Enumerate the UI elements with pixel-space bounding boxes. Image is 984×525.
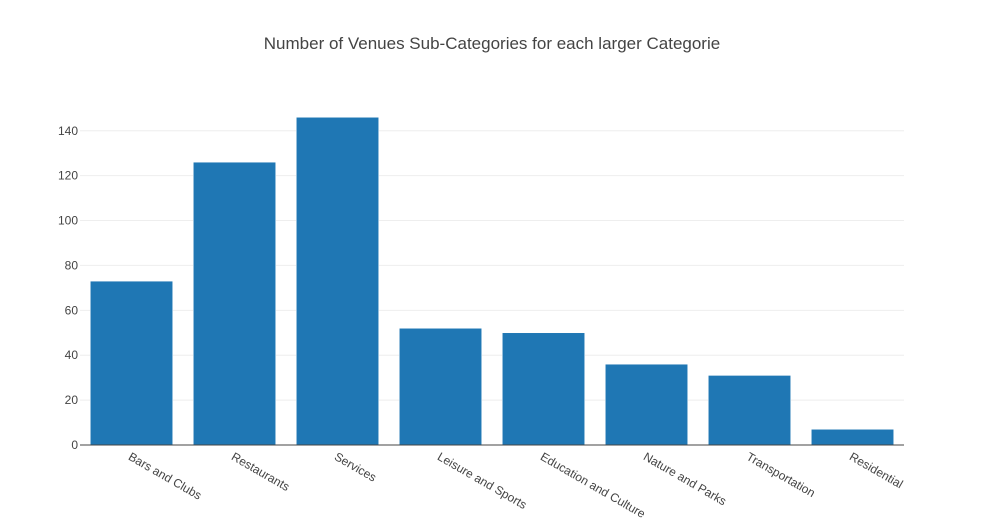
bar[interactable]	[399, 328, 482, 446]
x-tick-label: Restaurants	[229, 449, 292, 493]
bar[interactable]	[193, 161, 276, 446]
y-tick-label: 60	[65, 303, 79, 317]
y-tick-label: 140	[58, 124, 78, 138]
y-tick-label: 80	[65, 258, 79, 272]
x-axis-ticks: Bars and Clubs Restaurants Services Leisure…	[126, 449, 905, 521]
x-tick-label: Transportation	[744, 449, 818, 500]
bar[interactable]	[502, 332, 585, 446]
bar[interactable]	[605, 363, 688, 446]
bar[interactable]	[296, 117, 379, 446]
chart-title: Number of Venues Sub-Categories for each…	[263, 34, 721, 53]
x-tick-label: Education and Culture	[538, 449, 648, 521]
x-tick-label: Services	[332, 449, 379, 484]
x-tick-label: Bars and Clubs	[126, 449, 204, 502]
x-tick-label: Leisure and Sports	[435, 449, 529, 511]
y-tick-label: 40	[65, 348, 79, 362]
y-tick-label: 0	[71, 438, 78, 452]
y-tick-label: 120	[58, 169, 78, 183]
x-tick-label: Residential	[847, 449, 905, 491]
bars	[90, 117, 894, 446]
bar[interactable]	[90, 280, 173, 446]
y-axis-ticks: 0 20 40 60 80 100 120 140	[58, 124, 78, 452]
y-tick-label: 20	[65, 393, 79, 407]
bar[interactable]	[708, 375, 791, 446]
x-tick-label: Nature and Parks	[641, 449, 729, 508]
y-tick-label: 100	[58, 214, 78, 228]
bar[interactable]	[811, 429, 894, 446]
